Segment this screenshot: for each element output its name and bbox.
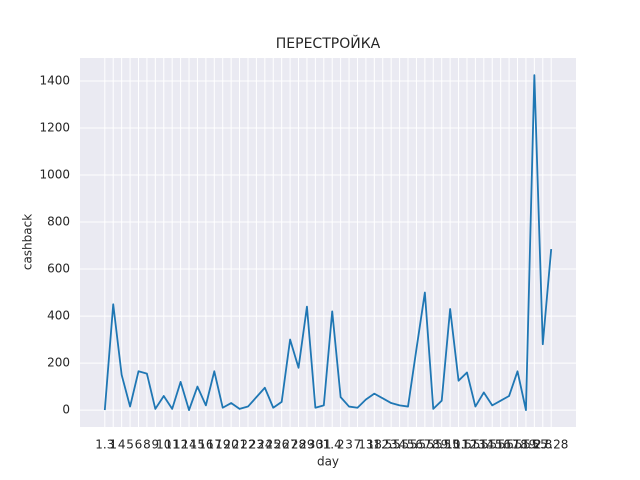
x-tick-label: 10.5 [445, 438, 472, 452]
x-tick-label: 17 [207, 438, 222, 452]
plot-area [80, 58, 576, 427]
x-tick-label: 22 [240, 438, 255, 452]
x-tick-label: 27.28 [534, 438, 568, 452]
x-tick-label: 23 [249, 438, 264, 452]
x-tick-label: 13 [358, 438, 373, 452]
x-tick-label: 1.5 [373, 438, 392, 452]
x-tick-label: 29 [299, 438, 314, 452]
x-tick-label: 15 [190, 438, 205, 452]
x-tick-label: 5.5 [407, 438, 426, 452]
x-tick-label: 19.5 [521, 438, 548, 452]
x-tick-label: 7.5 [424, 438, 443, 452]
x-tick-label: 14.5 [479, 438, 506, 452]
x-tick-label: 9.5 [441, 438, 460, 452]
x-tick-label: 18.5 [513, 438, 540, 452]
x-tick-label: 21 [232, 438, 247, 452]
x-axis-label: day [317, 455, 339, 469]
x-tick-label: 12 [173, 438, 188, 452]
x-tick-label: 3 [345, 438, 353, 452]
x-tick-label: 8 [143, 438, 151, 452]
line [103, 74, 553, 411]
x-tick-label: 16 [198, 438, 213, 452]
x-tick-label: 27 [282, 438, 297, 452]
x-tick-label: 12.5 [462, 438, 489, 452]
chart-title: ПЕРЕСТРОЙКА [276, 34, 381, 52]
x-tick-label: 3.5 [390, 438, 409, 452]
y-axis-label: cashback [21, 214, 35, 270]
x-tick-label: 25 [266, 438, 281, 452]
y-tick-label: 1400 [39, 74, 70, 88]
x-tick-label: 4.5 [398, 438, 417, 452]
x-tick-label: 9 [152, 438, 160, 452]
y-tick-label: 400 [47, 309, 70, 323]
x-tick-label: 14 [181, 438, 196, 452]
x-tick-label: 11.5 [454, 438, 481, 452]
x-tick-label: 6.5 [415, 438, 434, 452]
x-tick-label: 2.5 [382, 438, 401, 452]
x-tick-label: 16.5 [496, 438, 523, 452]
y-tick-label: 1000 [39, 168, 70, 182]
y-tick-label: 1200 [39, 121, 70, 135]
x-tick-label: 13.5 [470, 438, 497, 452]
x-tick-label: 10 [156, 438, 171, 452]
y-tick-label: 0 [62, 403, 70, 417]
x-tick-label: 6 [135, 438, 143, 452]
x-tick-label: 1.3 [95, 438, 114, 452]
x-tick-label: 24 [257, 438, 272, 452]
y-tick-label: 800 [47, 215, 70, 229]
x-tick-label: 1.4 [323, 438, 342, 452]
x-tick-label: 4 [118, 438, 126, 452]
x-tick-label: 8.5 [432, 438, 451, 452]
x-tick-label: 28 [291, 438, 306, 452]
x-tick-label: 26 [274, 438, 289, 452]
x-tick-label: 7 [354, 438, 362, 452]
x-tick-label: 20 [223, 438, 238, 452]
x-tick-label: 19 [215, 438, 230, 452]
x-tick-label: 5 [126, 438, 134, 452]
x-tick-label: 11 [165, 438, 180, 452]
x-tick-label: 18 [367, 438, 382, 452]
y-tick-label: 200 [47, 356, 70, 370]
x-tick-label: 31 [316, 438, 331, 452]
x-tick-label: 2 [337, 438, 345, 452]
x-tick-label: 15.5 [487, 438, 514, 452]
x-tick-label: 2.8 [533, 438, 552, 452]
x-tick-label: 1 [109, 438, 117, 452]
y-tick-label: 600 [47, 262, 70, 276]
x-tick-label: 17.5 [504, 438, 531, 452]
x-tick-label: 30 [308, 438, 323, 452]
